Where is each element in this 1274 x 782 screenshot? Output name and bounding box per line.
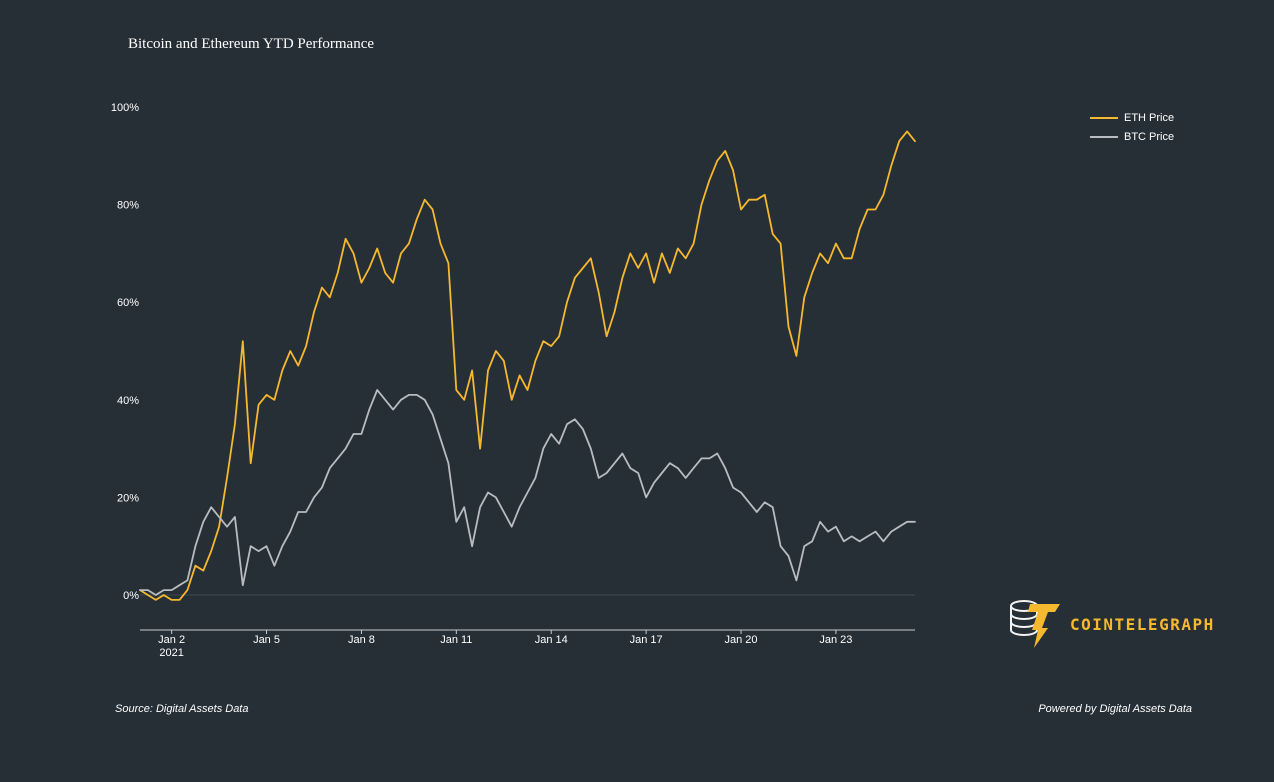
legend-item-btc[interactable]: BTC Price — [1090, 127, 1174, 146]
legend-swatch-eth — [1090, 116, 1118, 119]
x-tick-label: Jan 2 — [158, 634, 185, 646]
legend-swatch-btc — [1090, 135, 1118, 138]
x-tick-year-label: 2021 — [159, 647, 183, 659]
series-line-eth — [139, 130, 916, 601]
series-layer — [139, 130, 916, 601]
y-tick-label: 0% — [123, 590, 139, 602]
x-tick-label: Jan 14 — [535, 634, 568, 646]
chart-title: Bitcoin and Ethereum YTD Performance — [128, 36, 375, 52]
x-tick-label: Jan 17 — [630, 634, 663, 646]
chart-legend[interactable]: ETH Price BTC Price — [1090, 108, 1174, 146]
y-tick-label: 20% — [117, 492, 139, 504]
y-tick-label: 80% — [117, 200, 139, 212]
x-tick-label: Jan 11 — [440, 634, 472, 646]
brand-name: COINTELEGRAPH — [1070, 614, 1215, 634]
x-tick-label: Jan 23 — [819, 634, 852, 646]
y-tick-label: 60% — [117, 297, 139, 309]
legend-label-btc: BTC Price — [1124, 130, 1175, 143]
y-tick-label: 100% — [111, 102, 139, 114]
series-line-btc — [139, 389, 916, 596]
source-note: Source: Digital Assets Data — [115, 703, 249, 715]
legend-item-eth[interactable]: ETH Price — [1090, 108, 1174, 127]
cointelegraph-coin-stack-icon — [1010, 600, 1060, 648]
x-tick-label: Jan 8 — [348, 634, 375, 646]
x-tick-label: Jan 20 — [725, 634, 758, 646]
cointelegraph-logo: COINTELEGRAPH — [1008, 598, 1215, 650]
y-tick-label: 40% — [117, 395, 139, 407]
x-tick-label: Jan 5 — [253, 634, 280, 646]
powered-by-note: Powered by Digital Assets Data — [1038, 703, 1192, 715]
legend-label-eth: ETH Price — [1124, 111, 1175, 124]
